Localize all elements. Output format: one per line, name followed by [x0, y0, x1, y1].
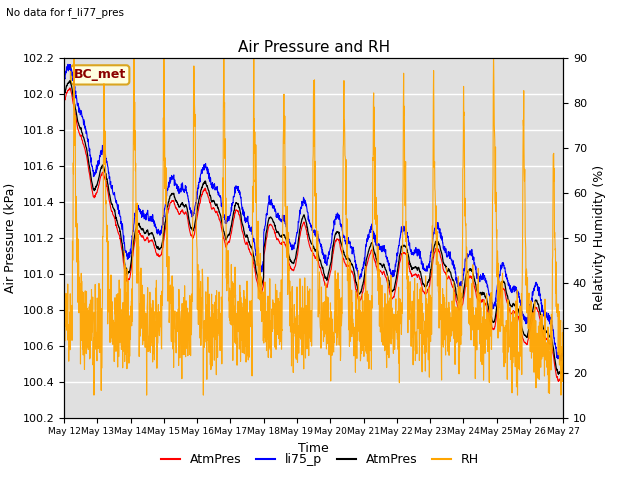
X-axis label: Time: Time [298, 442, 329, 455]
Y-axis label: Air Pressure (kPa): Air Pressure (kPa) [4, 182, 17, 293]
Y-axis label: Relativity Humidity (%): Relativity Humidity (%) [593, 165, 605, 310]
Text: BC_met: BC_met [74, 68, 126, 82]
Text: No data for f_li77_pres: No data for f_li77_pres [6, 7, 124, 18]
Title: Air Pressure and RH: Air Pressure and RH [237, 40, 390, 55]
Legend: AtmPres, li75_p, AtmPres, RH: AtmPres, li75_p, AtmPres, RH [156, 448, 484, 471]
